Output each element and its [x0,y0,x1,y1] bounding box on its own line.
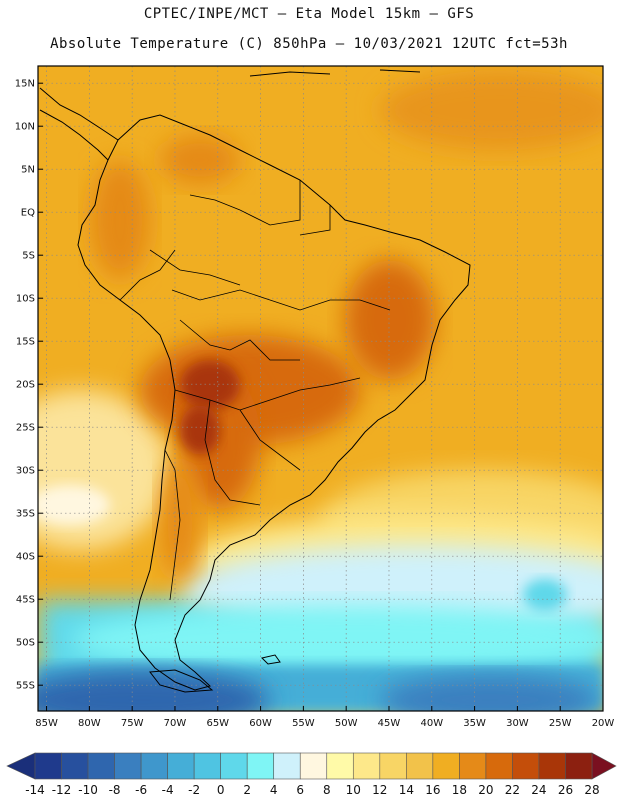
longitude-label: 70W [164,718,187,729]
colorbar-label: -14 [25,783,45,797]
colorbar-swatch [167,752,195,780]
latitude-label: EQ [21,208,35,219]
colorbar-label: 4 [270,783,278,797]
colorbar-label: -6 [135,783,147,797]
colorbar-swatch [432,752,460,780]
longitude-label: 45W [378,718,401,729]
colorbar-label: 2 [243,783,251,797]
colorbar-swatch [273,752,301,780]
colorbar-label: 26 [558,783,573,797]
latitude-label: 40S [16,552,35,563]
colorbar-swatch [406,752,434,780]
longitude-label: 30W [506,718,529,729]
map-frame [37,65,604,712]
colorbar-swatch [114,752,142,780]
colorbar-label: -2 [188,783,200,797]
colorbar-swatch [512,752,540,780]
central-america-coastline [39,87,119,161]
longitude-label: 55W [292,718,315,729]
longitude-label: 50W [335,718,358,729]
colorbar-label: 0 [217,783,225,797]
tierra-del-fuego [149,669,214,693]
colorbar-label: -4 [162,783,174,797]
colorbar-swatch [485,752,513,780]
latitude-label: 50S [16,638,35,649]
colorbar-swatch [61,752,89,780]
colorbar-swatch [87,752,115,780]
colorbar-label: 24 [531,783,546,797]
latitude-label: 5N [21,165,35,176]
latitude-label: 25S [16,423,35,434]
longitude-label: 20W [592,718,615,729]
longitude-label: 75W [121,718,144,729]
colorbar-label: 14 [399,783,414,797]
colorbar-label: 10 [346,783,361,797]
colorbar-swatch [246,752,275,780]
colorbar-swatch [538,752,566,780]
longitude-label: 25W [549,718,572,729]
caribbean-islands [249,69,421,77]
latitude-label: 20S [16,380,35,391]
colorbar-label: 12 [372,783,387,797]
latitude-label: 5S [22,251,35,262]
latitude-label: 45S [16,595,35,606]
longitude-label: 40W [420,718,443,729]
latitude-label: 10S [16,294,35,305]
colorbar-label: 20 [478,783,493,797]
latitude-label: 30S [16,466,35,477]
colorbar-swatch [193,752,221,780]
colorbar-max-arrow [591,752,617,780]
latitude-label: 35S [16,509,35,520]
colorbar-swatch [220,752,248,780]
colorbar-label: 22 [505,783,520,797]
colorbar-swatch [326,752,354,780]
colorbar-label: 8 [323,783,331,797]
colorbar-swatch [34,752,62,780]
colorbar: -14 -12 -10 -8 -6 -4 -2 0 2 4 6 8 10 12 14 16 18 20 22 24 26… [6,752,617,797]
colorbar-swatch [459,752,487,780]
longitude-label: 85W [35,718,58,729]
latitude-label: 10N [15,122,35,133]
title-line-1: CPTEC/INPE/MCT – Eta Model 15km – GFS [143,6,475,22]
latitude-label: 15S [16,337,35,348]
coastlines [39,69,471,693]
national-borders [119,180,391,601]
colorbar-swatch [140,752,168,780]
longitude-label: 60W [249,718,272,729]
longitude-label: 35W [463,718,486,729]
colorbar-label: 28 [584,783,599,797]
longitude-label: 65W [206,718,229,729]
colorbar-swatch [299,752,328,780]
colorbar-swatch [565,752,593,780]
longitude-label: 80W [78,718,101,729]
colorbar-label: -12 [52,783,72,797]
latitude-labels: 15N 10N 5N EQ 5S 10S 15S 20S 25S 30S 35S 40S 45S 50S 5… [15,79,43,692]
title-line-2: Absolute Temperature (C) 850hPa – 10/03/… [50,36,568,52]
colorbar-label: 16 [425,783,440,797]
temperature-field [38,66,603,711]
colorbar-swatch [352,752,381,780]
south-america-coastline [77,114,471,691]
colorbar-swatch [379,752,407,780]
colorbar-label: -8 [109,783,121,797]
colorbar-label: 6 [296,783,304,797]
colorbar-label: -10 [78,783,98,797]
longitude-labels: 85W 80W 75W 70W 65W 60W 55W 50W 45W 40W 35W 30W 25W 2… [35,706,614,729]
latitude-label: 15N [15,79,35,90]
colorbar-min-arrow [6,752,36,780]
colorbar-label: 18 [452,783,467,797]
latitude-label: 55S [16,681,35,692]
falkland-islands [261,654,281,665]
